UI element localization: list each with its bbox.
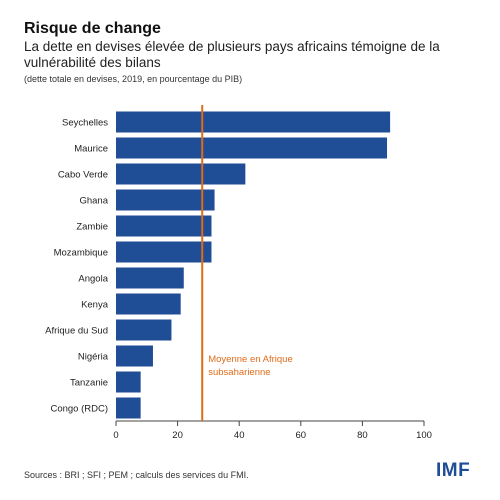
bar-chart: Seychelles Maurice Cabo Verde Ghana Zambie Mo…: [45, 105, 432, 441]
x-tick-label: 20: [172, 430, 183, 441]
bar: [116, 267, 184, 289]
category-label: Kenya: [81, 300, 109, 311]
category-label: Afrique du Sud: [45, 326, 108, 337]
bar: [116, 397, 141, 419]
category-label: Cabo Verde: [58, 170, 108, 181]
category-label: Nigéria: [78, 352, 109, 363]
bar: [116, 215, 212, 237]
bar: [116, 371, 141, 393]
category-label: Seychelles: [62, 118, 108, 129]
bar: [116, 111, 391, 133]
reference-label: Moyenne en Afrique: [208, 354, 293, 365]
x-tick-label: 0: [113, 430, 118, 441]
x-tick-label: 80: [357, 430, 368, 441]
chart-note: (dette totale en devises, 2019, en pourc…: [24, 74, 243, 84]
bar: [116, 293, 181, 315]
category-label: Zambie: [76, 222, 108, 233]
chart-title: Risque de change: [24, 20, 161, 37]
category-label: Congo (RDC): [50, 404, 108, 415]
bar: [116, 345, 153, 367]
bar: [116, 319, 172, 341]
bar: [116, 189, 215, 211]
x-tick-label: 100: [416, 430, 432, 441]
reference-label: subsaharienne: [208, 367, 270, 378]
category-label: Maurice: [74, 144, 108, 155]
chart-subtitle: La dette en devises élevée de plusieurs …: [24, 39, 440, 70]
source-note: Sources : BRI ; SFI ; PEM ; calculs des …: [24, 470, 249, 480]
category-label: Tanzanie: [70, 378, 108, 389]
bar: [116, 163, 246, 185]
imf-logo: IMF: [436, 460, 471, 481]
category-label: Angola: [78, 274, 108, 285]
bar: [116, 137, 388, 159]
category-label: Mozambique: [54, 248, 108, 259]
x-tick-label: 40: [234, 430, 245, 441]
category-label: Ghana: [79, 196, 108, 207]
bar: [116, 241, 212, 263]
x-tick-label: 60: [296, 430, 307, 441]
